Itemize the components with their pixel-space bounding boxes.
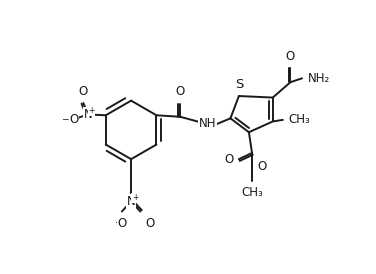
Text: O: O [176, 85, 185, 98]
Text: +: + [132, 193, 138, 202]
Text: NH₂: NH₂ [308, 72, 330, 85]
Text: S: S [235, 78, 243, 91]
Text: O: O [258, 160, 267, 173]
Text: N: N [83, 108, 92, 121]
Text: O: O [79, 85, 88, 98]
Text: CH₃: CH₃ [288, 113, 310, 125]
Text: −: − [61, 114, 69, 123]
Text: −: − [114, 217, 122, 226]
Text: N: N [127, 195, 135, 208]
Text: O: O [146, 217, 155, 230]
Text: CH₃: CH₃ [241, 186, 263, 199]
Text: O: O [224, 153, 233, 166]
Text: NH: NH [199, 117, 216, 130]
Text: +: + [89, 106, 95, 115]
Text: O: O [70, 113, 79, 125]
Text: O: O [286, 50, 295, 63]
Text: O: O [117, 217, 126, 230]
